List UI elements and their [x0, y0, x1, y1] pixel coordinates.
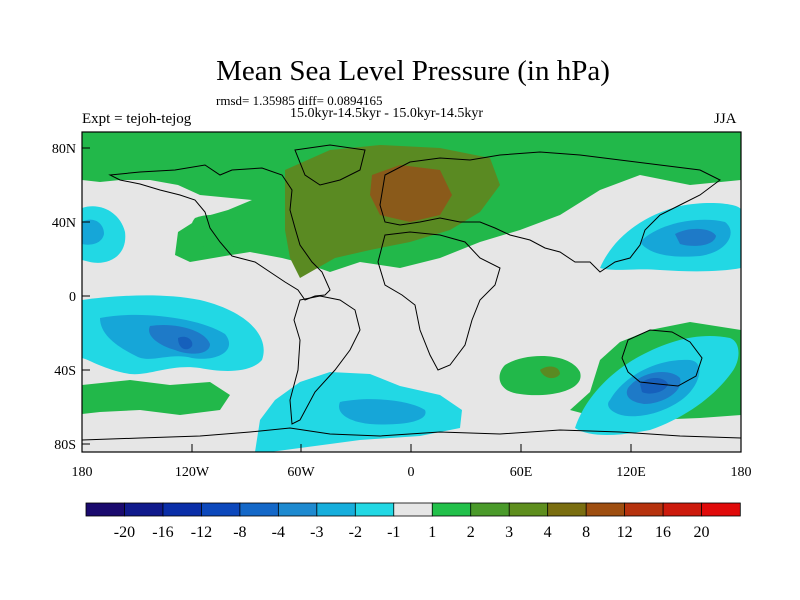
- colorbar-label: -1: [387, 524, 400, 541]
- colorbar-label: 20: [694, 524, 710, 541]
- colorbar-swatch: [239, 502, 280, 517]
- coast-africa: [377, 231, 501, 371]
- field-nwpacific-negative-3: [675, 228, 716, 246]
- field-namerica-west-positive: [190, 214, 246, 249]
- coast-greenland: [294, 144, 366, 186]
- colorbar-swatch: [277, 502, 318, 517]
- field-south-pacific-positive: [82, 380, 230, 415]
- lat-label-0: 0: [69, 290, 76, 305]
- latitude-tick-marks: [82, 147, 90, 445]
- coast-eurasia: [379, 151, 721, 273]
- lon-label-180w: 180: [72, 465, 93, 480]
- colorbar-label: -8: [233, 524, 246, 541]
- colorbar-label: 16: [655, 524, 671, 541]
- pressure-field: [82, 132, 741, 452]
- colorbar-swatch: [393, 502, 433, 517]
- lon-label-0: 0: [408, 465, 415, 480]
- colorbar-label: 3: [505, 524, 513, 541]
- colorbar-swatch: [701, 502, 741, 517]
- colorbar-swatch: [547, 502, 587, 517]
- coast-australia: [621, 329, 703, 387]
- colorbar-label: 12: [617, 524, 633, 541]
- colorbar-swatch: [201, 502, 241, 517]
- colorbar-swatch: [85, 502, 126, 517]
- field-southatlantic-positive-2: [540, 366, 560, 379]
- colorbar-swatch: [124, 502, 164, 517]
- colorbar: -20 -16 -12 -8 -4 -3 -2 -1 1 2 3 4 8 12 16 20: [85, 502, 741, 541]
- colorbar-swatch: [508, 502, 549, 517]
- colorbar-label: -12: [191, 524, 212, 541]
- colorbar-swatch: [431, 502, 472, 517]
- field-spacific-negative-4: [178, 336, 193, 350]
- colorbar-swatch: [585, 502, 626, 517]
- lon-label-60e: 60E: [510, 465, 533, 480]
- season-label: JJA: [714, 111, 737, 127]
- field-southatlantic-positive: [499, 355, 581, 396]
- lon-label-120e: 120E: [616, 465, 646, 480]
- colorbar-label: -3: [310, 524, 323, 541]
- colorbar-swatch: [162, 502, 203, 517]
- colorbar-swatch: [316, 502, 356, 517]
- field-npacific-west-negative-2: [82, 219, 104, 245]
- colorbar-swatch: [662, 502, 703, 517]
- coastlines: [82, 144, 741, 441]
- lat-label-40n: 40N: [52, 216, 76, 231]
- lat-label-80s: 80S: [54, 438, 76, 453]
- colorbar-label: -20: [114, 524, 135, 541]
- colorbar-label: 8: [582, 524, 590, 541]
- coast-antarctica: [82, 427, 741, 441]
- longitude-tick-marks: [81, 444, 742, 452]
- experiment-label: Expt = tejoh-tejog: [82, 111, 192, 127]
- colorbar-label: 4: [544, 524, 552, 541]
- colorbar-swatch: [624, 502, 664, 517]
- colorbar-label: -2: [349, 524, 362, 541]
- chart-title: Mean Sea Level Pressure (in hPa): [216, 55, 610, 87]
- lon-label-60w: 60W: [287, 465, 315, 480]
- colorbar-swatch: [354, 502, 395, 517]
- lon-label-120w: 120W: [175, 465, 210, 480]
- lat-label-40s: 40S: [54, 364, 76, 379]
- rmsd-diff-text: rmsd= 1.35985 diff= 0.0894165: [216, 93, 383, 108]
- period-text: 15.0kyr-14.5kyr - 15.0kyr-14.5kyr: [290, 106, 484, 121]
- lat-label-80n: 80N: [52, 142, 76, 157]
- colorbar-swatch: [470, 502, 510, 517]
- field-europe-positive-3: [370, 165, 452, 222]
- colorbar-label: 2: [467, 524, 475, 541]
- field-australia-negative-4: [640, 378, 668, 394]
- colorbar-label: -4: [272, 524, 285, 541]
- colorbar-label: 1: [428, 524, 436, 541]
- colorbar-label: -16: [152, 524, 173, 541]
- field-southern-ocean-negative-2: [339, 399, 426, 425]
- lon-label-180e: 180: [731, 465, 752, 480]
- coast-south-america: [289, 295, 361, 425]
